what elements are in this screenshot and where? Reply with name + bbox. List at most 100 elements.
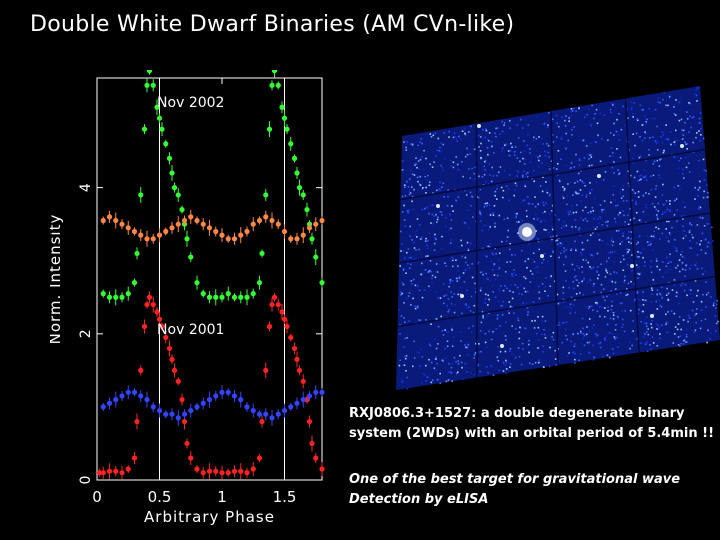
sky-noise-1645 xyxy=(617,169,619,171)
sky-noise-824 xyxy=(473,304,476,307)
sky-noise-127 xyxy=(656,149,659,151)
sky-noise-1013 xyxy=(434,358,436,360)
sky-noise-1316 xyxy=(488,330,490,333)
sky-noise-1215 xyxy=(428,343,431,346)
sky-noise-139 xyxy=(399,230,402,233)
sky-noise-1199 xyxy=(443,295,446,297)
sky-noise-1951 xyxy=(411,239,413,241)
sky-noise-1026 xyxy=(450,327,453,330)
sky-noise-579 xyxy=(689,171,691,173)
sky-noise-1857 xyxy=(444,216,447,219)
sky-noise-836 xyxy=(543,228,545,231)
series-0-point-37 xyxy=(266,126,273,132)
sky-noise-1654 xyxy=(402,268,405,271)
series-0-point-53 xyxy=(319,280,325,286)
sky-noise-123 xyxy=(437,343,439,345)
sky-noise-713 xyxy=(549,365,551,368)
sky-noise-975 xyxy=(676,251,679,253)
sky-noise-1927 xyxy=(511,353,513,355)
sky-noise-1427 xyxy=(671,226,673,229)
sky-noise-1262 xyxy=(595,181,598,184)
sky-noise-451 xyxy=(497,359,500,362)
sky-noise-1503 xyxy=(435,356,437,358)
sky-noise-1530 xyxy=(504,335,507,337)
sky-noise-760 xyxy=(599,160,602,163)
sky-noise-384 xyxy=(438,149,441,152)
sky-noise-1250 xyxy=(608,356,611,359)
series-0-point-17 xyxy=(169,170,175,176)
sky-noise-1322 xyxy=(565,224,568,227)
sky-noise-560 xyxy=(582,259,585,261)
series-0-point-13 xyxy=(156,115,163,121)
sky-noise-805 xyxy=(408,257,411,259)
sky-noise-1551 xyxy=(622,255,625,257)
sky-noise-1674 xyxy=(411,283,413,285)
sky-noise-1715 xyxy=(527,124,530,126)
sky-noise-837 xyxy=(403,355,406,358)
sky-noise-1917 xyxy=(453,356,456,359)
sky-noise-1937 xyxy=(690,247,692,249)
sky-noise-533 xyxy=(473,172,476,175)
sky-noise-1338 xyxy=(558,218,560,221)
sky-noise-1413 xyxy=(629,231,631,233)
sky-noise-574 xyxy=(653,230,656,233)
sky-noise-842 xyxy=(594,197,596,200)
sky-noise-647 xyxy=(612,318,615,320)
series-3-point-9 xyxy=(156,407,163,414)
sky-noise-308 xyxy=(528,362,531,365)
sky-noise-881 xyxy=(644,322,646,324)
sky-noise-822 xyxy=(477,364,480,367)
sky-noise-1019 xyxy=(464,362,467,365)
sky-noise-97 xyxy=(551,336,553,338)
sky-noise-236 xyxy=(610,147,613,149)
sky-noise-1836 xyxy=(498,369,501,372)
sky-noise-591 xyxy=(596,252,599,255)
sky-noise-725 xyxy=(413,340,415,343)
sky-noise-1065 xyxy=(546,191,549,194)
sky-noise-1606 xyxy=(638,235,641,238)
sky-noise-1895 xyxy=(706,184,708,186)
sky-noise-1892 xyxy=(570,181,572,184)
sky-noise-425 xyxy=(706,196,708,199)
sky-noise-420 xyxy=(661,194,664,196)
sky-noise-264 xyxy=(612,314,615,317)
sky-noise-1360 xyxy=(515,356,517,359)
series-2-point-8 xyxy=(138,367,144,373)
sky-noise-480 xyxy=(588,190,591,193)
series-1-point-9 xyxy=(156,232,163,238)
sky-noise-73 xyxy=(648,148,650,151)
sky-noise-475 xyxy=(407,186,410,188)
sky-noise-879 xyxy=(516,175,518,177)
sky-noise-38 xyxy=(419,365,421,367)
sky-noise-412 xyxy=(485,181,487,183)
sky-noise-1395 xyxy=(545,202,547,205)
sky-noise-1516 xyxy=(471,331,473,333)
sky-noise-1542 xyxy=(698,122,701,124)
sky-noise-689 xyxy=(626,200,628,202)
sky-noise-501 xyxy=(652,174,655,177)
sky-noise-1829 xyxy=(536,332,538,335)
sky-noise-74 xyxy=(651,117,654,120)
sky-noise-1042 xyxy=(543,204,545,207)
sky-noise-747 xyxy=(492,214,495,216)
sky-noise-1033 xyxy=(581,271,584,273)
series-1-point-3 xyxy=(119,221,125,227)
sky-noise-1164 xyxy=(438,188,441,190)
sky-noise-1287 xyxy=(650,287,653,289)
sky-noise-1930 xyxy=(570,162,573,164)
sky-noise-1859 xyxy=(416,236,418,238)
sky-noise-1285 xyxy=(538,248,540,251)
sky-noise-269 xyxy=(504,350,507,353)
sky-noise-1007 xyxy=(706,223,709,225)
sky-noise-1590 xyxy=(631,106,633,109)
series-1-point-34 xyxy=(313,221,319,227)
sky-noise-595 xyxy=(439,382,442,385)
sky-noise-1959 xyxy=(582,293,584,296)
sky-noise-1173 xyxy=(715,307,717,309)
sky-noise-1685 xyxy=(551,238,553,241)
sky-noise-1471 xyxy=(605,268,607,270)
sky-noise-1825 xyxy=(627,182,630,185)
sky-noise-109 xyxy=(627,282,630,285)
series-1-point-17 xyxy=(206,225,213,231)
sky-noise-225 xyxy=(519,326,521,329)
